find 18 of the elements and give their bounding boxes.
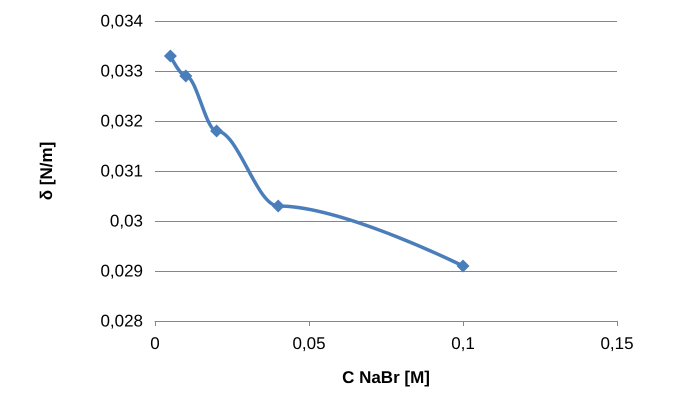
y-axis-title: δ [N/m] <box>37 142 56 200</box>
x-tick-label: 0 <box>150 334 160 353</box>
y-tick-label: 0,034 <box>100 12 143 30</box>
y-tick-label: 0,029 <box>100 262 143 280</box>
point <box>210 124 224 138</box>
y-tick-label: 0,028 <box>100 312 143 330</box>
point <box>456 260 470 272</box>
y-tick-label: 0,031 <box>100 162 143 180</box>
x-tick-label: 0,1 <box>451 334 475 353</box>
point <box>164 50 177 62</box>
y-tick-label: 0,033 <box>100 62 143 80</box>
x-axis-title: C NaBr [M] <box>342 368 430 387</box>
x-tick-label: 0,05 <box>292 334 326 353</box>
point <box>179 70 192 82</box>
y-tick-label: 0,032 <box>100 112 143 130</box>
x-tick-label: 0,15 <box>600 334 634 353</box>
y-tick-label: 0,03 <box>110 212 143 230</box>
point <box>272 200 285 212</box>
